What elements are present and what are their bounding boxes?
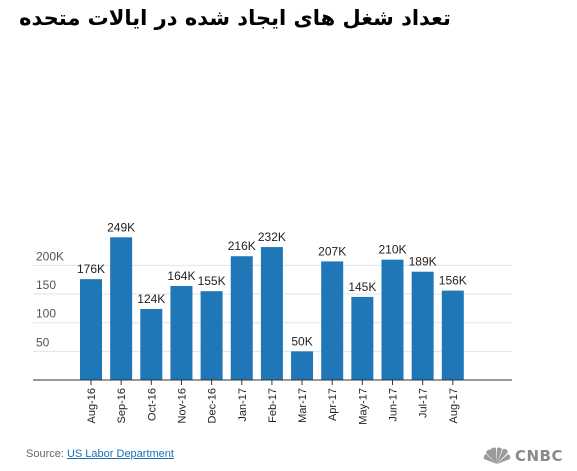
x-tick-label: Nov-16 <box>176 388 188 423</box>
x-tick-label: Jun-17 <box>388 388 400 422</box>
data-label: 156K <box>439 274 467 288</box>
y-tick-label: 50 <box>36 335 50 349</box>
cnbc-logo: CNBC <box>483 447 563 465</box>
x-tick-label: Mar-17 <box>297 388 309 423</box>
data-label: 249K <box>107 220 135 234</box>
x-tick-labels: Aug-16 Sep-16 Oct-16 Nov-16 Dec-16 Jan-17 Feb-… <box>86 380 460 425</box>
x-tick-label: Dec-16 <box>207 388 219 423</box>
bar <box>291 351 314 380</box>
bar <box>230 256 253 380</box>
x-tick-label: Jan-17 <box>237 388 249 422</box>
bar <box>200 291 223 380</box>
y-tick-label: 100 <box>36 307 56 321</box>
x-tick-label: May-17 <box>357 388 369 425</box>
cnbc-logo-text: CNBC <box>514 447 563 465</box>
chart-title: تعداد شغل های ایجاد شده در ایالات متحده <box>19 6 451 30</box>
source-note: Source: US Labor Department <box>26 448 174 460</box>
data-label: 216K <box>228 239 256 253</box>
bars <box>80 237 464 380</box>
x-tick-label: Sep-16 <box>116 388 128 423</box>
data-label: 207K <box>318 244 346 258</box>
bar <box>110 237 133 380</box>
x-tick-label: Apr-17 <box>327 388 339 421</box>
x-tick-label: Aug-16 <box>86 388 98 423</box>
x-tick-label: Jul-17 <box>418 388 430 418</box>
source-prefix: Source: <box>26 448 67 460</box>
data-label: 50K <box>291 334 312 348</box>
bar <box>351 296 374 380</box>
bar <box>260 247 283 380</box>
bar <box>321 261 344 380</box>
peacock-icon <box>483 447 511 464</box>
bar <box>80 279 102 380</box>
bar <box>140 308 163 380</box>
data-label: 155K <box>198 274 226 288</box>
bar <box>441 290 464 380</box>
y-tick-label: 200K <box>36 249 64 263</box>
data-label: 145K <box>348 280 376 294</box>
data-label: 210K <box>378 243 406 257</box>
data-label: 189K <box>409 255 437 269</box>
bar <box>411 271 434 380</box>
x-tick-label: Aug-17 <box>448 388 460 423</box>
x-tick-label: Oct-16 <box>146 388 158 421</box>
y-tick-label: 150 <box>36 278 56 292</box>
data-label: 124K <box>137 292 165 306</box>
data-label: 176K <box>77 262 105 276</box>
bar <box>381 259 404 380</box>
data-label: 232K <box>258 230 286 244</box>
source-link[interactable]: US Labor Department <box>66 448 174 460</box>
x-tick-label: Feb-17 <box>267 388 279 423</box>
bar <box>170 286 193 380</box>
data-label: 164K <box>167 269 195 283</box>
